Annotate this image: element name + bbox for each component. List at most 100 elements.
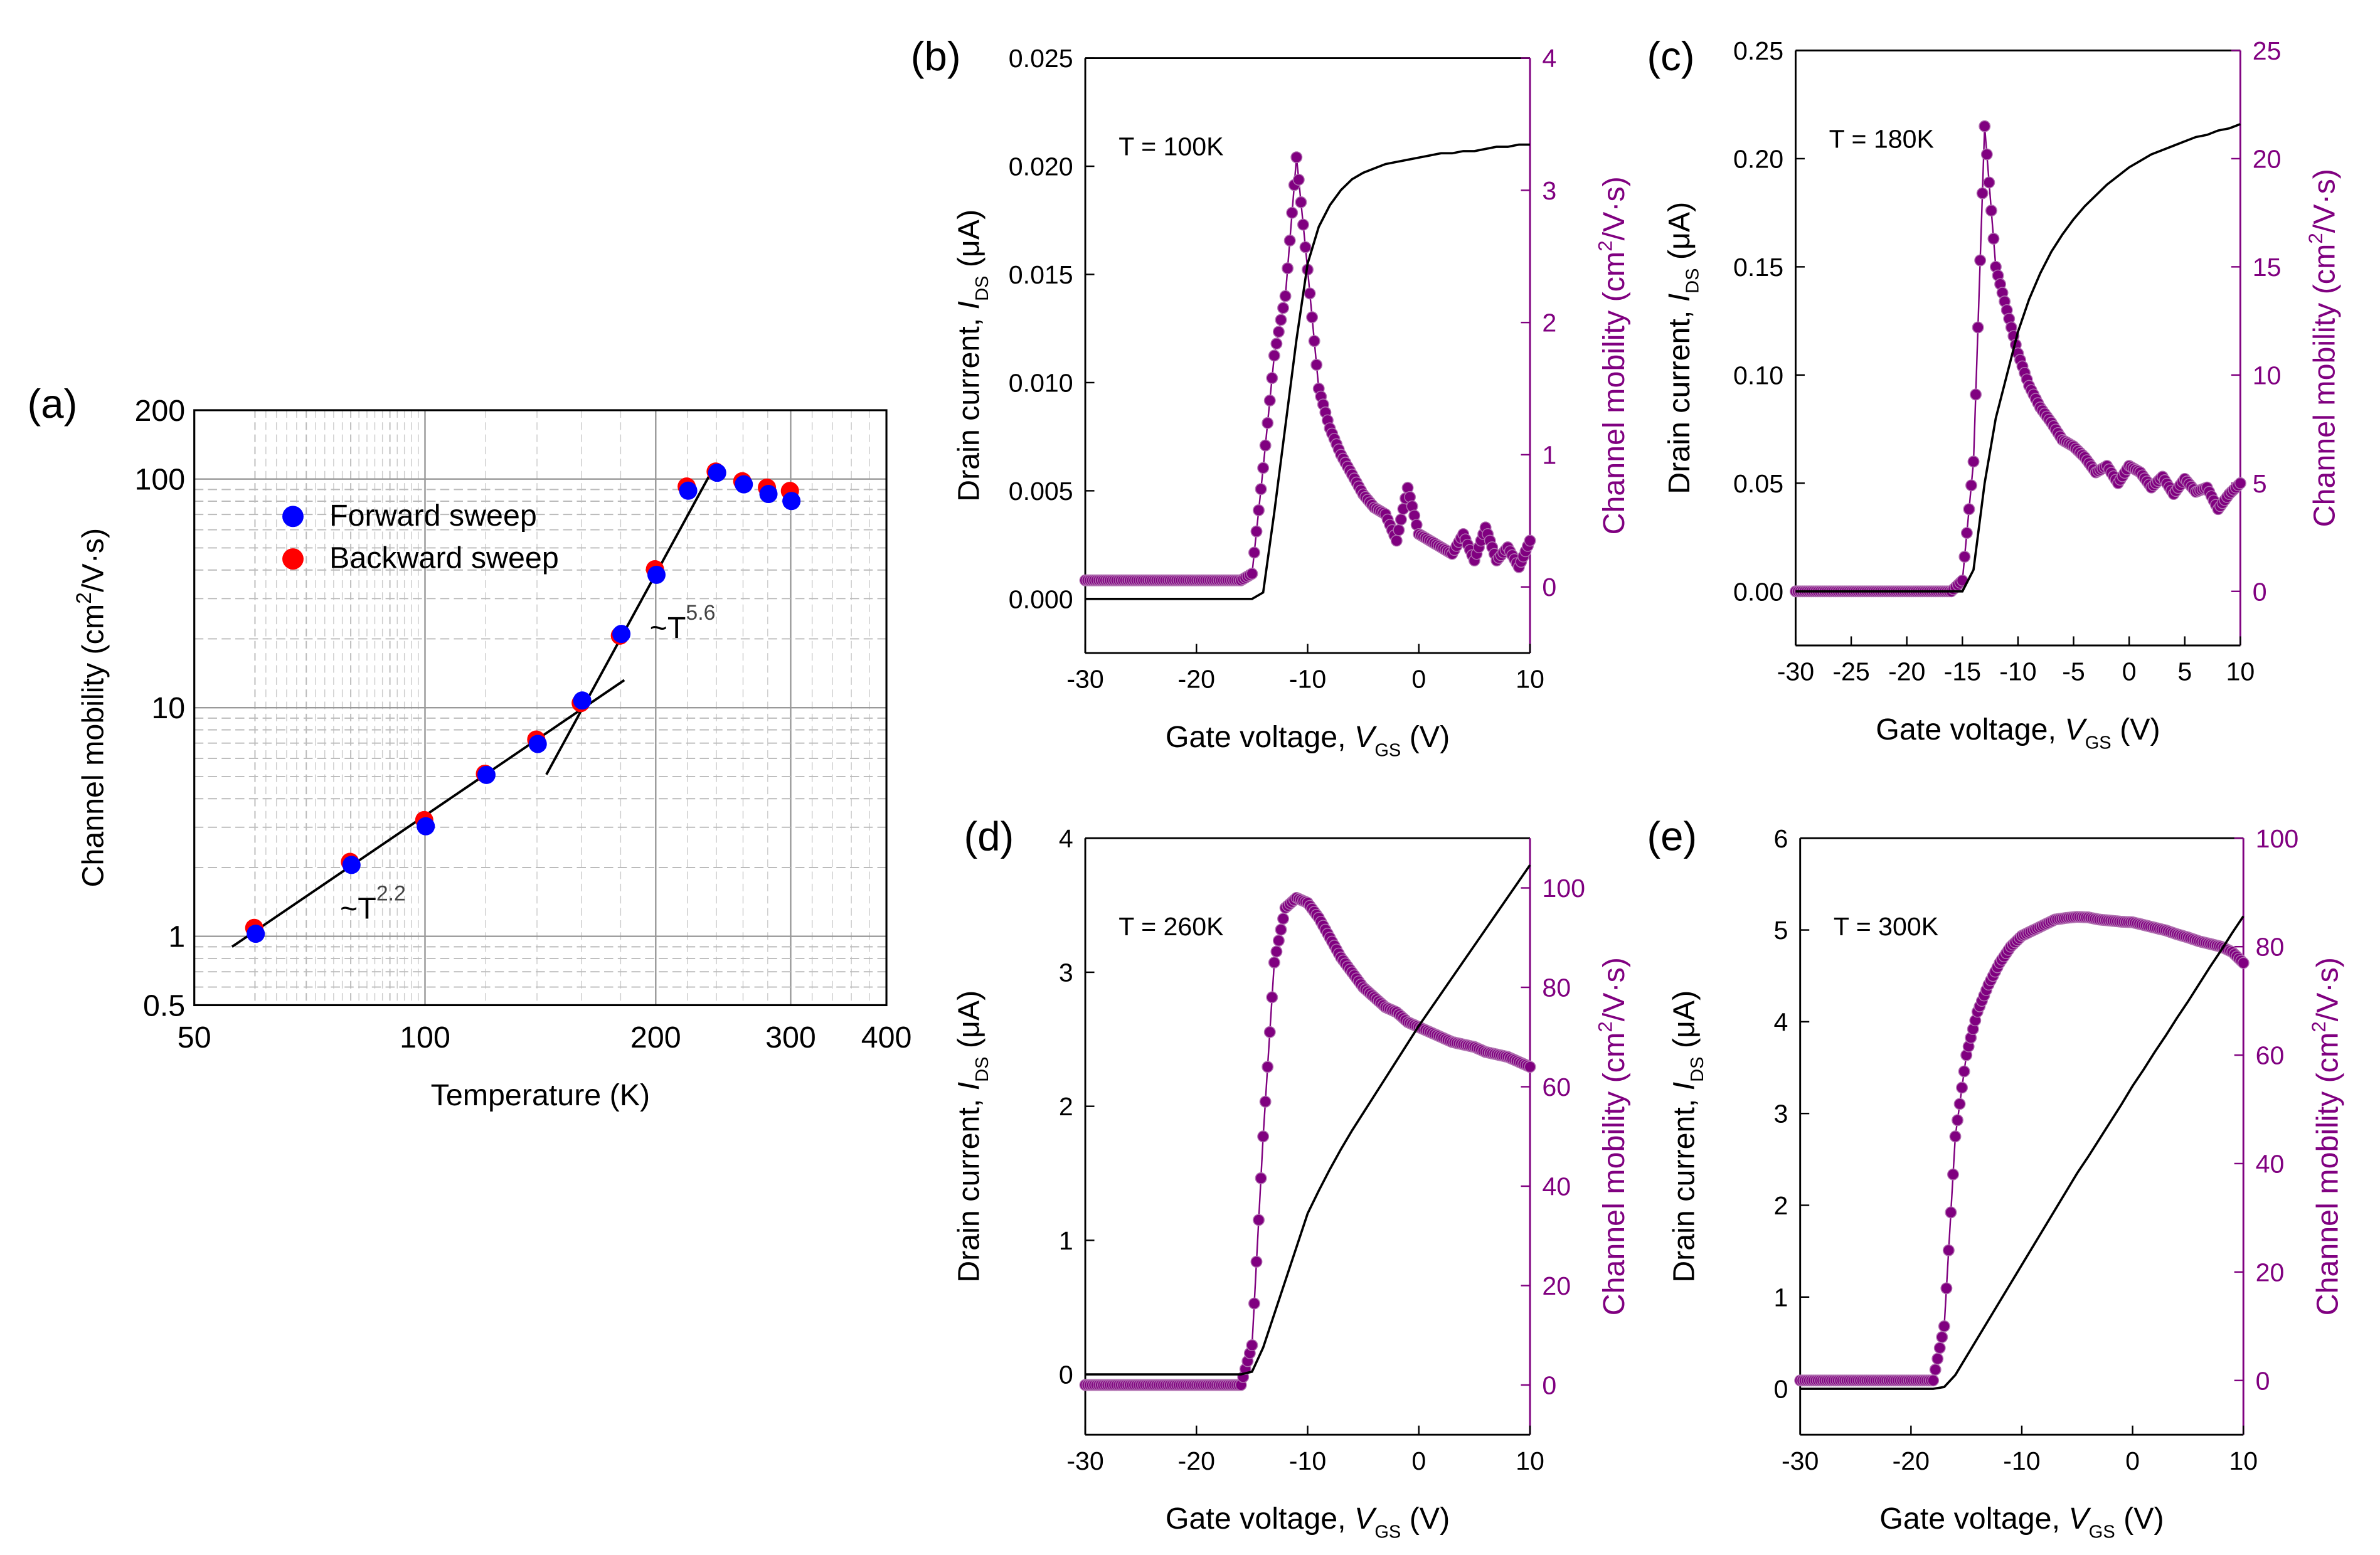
mobility-point xyxy=(1949,1130,1962,1143)
mobility-point xyxy=(1956,1081,1968,1094)
y-tick-label: 3 xyxy=(1059,958,1073,987)
mobility-point xyxy=(1262,417,1274,429)
mobility-point xyxy=(1275,314,1287,326)
tspan: Gate voltage, xyxy=(1166,720,1354,754)
tspan: DS xyxy=(972,276,992,301)
tspan: Drain current, xyxy=(1662,302,1696,494)
data-point-forward xyxy=(477,765,496,784)
mobility-point xyxy=(1246,1339,1258,1352)
x-tick-label: -25 xyxy=(1832,657,1869,686)
tspan: DS xyxy=(972,1057,992,1082)
mobility-point xyxy=(1268,956,1280,969)
x-tick-label: -5 xyxy=(2062,657,2085,686)
mobility-point xyxy=(1393,524,1405,536)
mobility-point xyxy=(1255,483,1267,496)
mobility-point xyxy=(1273,326,1285,338)
mobility-point xyxy=(1246,568,1258,580)
y2-tick-label: 40 xyxy=(2256,1149,2285,1178)
tspan: Gate voltage, xyxy=(1876,713,2064,746)
tspan: I xyxy=(1667,1082,1701,1090)
y2-tick-label: 20 xyxy=(2256,1258,2285,1287)
mobility-point xyxy=(1257,1130,1270,1143)
y2-tick-label: 20 xyxy=(2253,144,2282,173)
y-tick-label: 0.20 xyxy=(1733,144,1783,173)
data-point-forward xyxy=(647,565,666,584)
mobility-point xyxy=(1976,187,1989,199)
y2-tick-label: 100 xyxy=(2256,824,2299,853)
mobility-point xyxy=(1262,1061,1274,1073)
tspan: DS xyxy=(1683,268,1703,294)
mobility-point xyxy=(1958,551,1971,563)
tspan: GS xyxy=(2089,1522,2115,1542)
panel-c: (c) -30 -25 -20 -15 -10 -5 0 5 10 0.00 0.05 0.10 0.15… xyxy=(1647,33,2341,753)
tspan: /V·s) xyxy=(1597,957,1631,1021)
tspan: Gate voltage, xyxy=(1166,1502,1354,1536)
mobility-point xyxy=(1263,395,1276,406)
mobility-point xyxy=(1985,204,1997,217)
data-point-forward xyxy=(679,481,698,500)
panel-a: (a) 50 100 200 300 400 0.5 1 10 100 200 Temperature… xyxy=(28,381,912,1112)
y2-tick-label: 80 xyxy=(1542,974,1571,1002)
mobility-point xyxy=(1927,1374,1940,1387)
y2-tick-label: 0 xyxy=(1542,1371,1556,1399)
mobility-point xyxy=(2237,957,2250,969)
drain-current-line xyxy=(1800,915,2245,1390)
mobility-point xyxy=(1940,1282,1953,1295)
y2-axis-title: Channel mobility (cm2/V·s) xyxy=(2308,957,2344,1315)
y-tick-label: 4 xyxy=(1059,824,1073,853)
mobility-point xyxy=(1960,527,1973,539)
mobility-point xyxy=(1275,923,1287,936)
mobility-point xyxy=(1983,176,1995,189)
tspan: (V) xyxy=(2112,713,2160,746)
y-tick-label: 4 xyxy=(1773,1007,1788,1036)
y-axis-title: Drain current, IDS (μA) xyxy=(952,990,993,1283)
tspan: Channel mobility (cm xyxy=(1597,1032,1631,1316)
tspan: GS xyxy=(2085,733,2112,753)
y2-tick-label: 40 xyxy=(1542,1172,1571,1201)
y-tick-label: 0.015 xyxy=(1009,260,1073,289)
y-tick-label: 10 xyxy=(151,691,185,725)
mobility-point xyxy=(1958,1065,1970,1078)
tspan: DS xyxy=(1687,1057,1708,1082)
mobility-line xyxy=(1085,157,1531,581)
x-tick-label: 100 xyxy=(400,1021,450,1054)
panel-b: (b)-30 -20 -10 0 100.0000.0050.0100.0150.020… xyxy=(911,33,1631,761)
mobility-point xyxy=(1292,174,1305,186)
y2-tick-label: 100 xyxy=(1542,874,1585,903)
tspan: (μA) xyxy=(952,210,986,276)
y2-axis-title: Channel mobility (cm2/V·s) xyxy=(1595,957,1631,1315)
mobility-point xyxy=(1250,1256,1263,1268)
tspan: Drain current, xyxy=(952,1090,986,1282)
tspan: Drain current, xyxy=(952,309,986,501)
x-tick-label: -20 xyxy=(1178,1446,1215,1475)
x-tick-label: 5 xyxy=(2177,657,2192,686)
data-point-forward xyxy=(342,856,361,874)
legend-label: Backward sweep xyxy=(329,541,559,575)
data-point-forward xyxy=(247,925,265,943)
mobility-point xyxy=(1279,290,1292,302)
mobility-point xyxy=(1277,302,1289,314)
mobility-point xyxy=(1953,1098,1966,1110)
x-tick-label: 0 xyxy=(1411,665,1426,694)
y2-tick-label: 60 xyxy=(2256,1041,2285,1070)
data-point-forward xyxy=(417,817,435,836)
tspan: /V·s) xyxy=(2310,957,2344,1021)
mobility-point xyxy=(1270,337,1283,350)
tspan: /V·s) xyxy=(77,528,110,592)
y2-tick-label: 1 xyxy=(1542,440,1556,469)
mobility-point xyxy=(1306,311,1319,324)
mobility-point xyxy=(1952,1114,1963,1127)
tspan: (V) xyxy=(1401,720,1450,754)
mobility-point xyxy=(1390,534,1403,547)
y-axis-title: Channel mobility (cm2/V·s) xyxy=(72,528,110,888)
mobility-point xyxy=(1257,462,1270,474)
tspan: I xyxy=(952,301,986,309)
mobility-point xyxy=(1282,262,1294,275)
y-tick-label: 0.010 xyxy=(1009,368,1073,397)
mobility-point xyxy=(1395,513,1407,526)
x-tick-label: -30 xyxy=(1066,1446,1103,1475)
x-tick-label: -30 xyxy=(1777,657,1814,686)
x-tick-label: -30 xyxy=(1066,665,1103,694)
mobility-point xyxy=(1987,233,2000,245)
